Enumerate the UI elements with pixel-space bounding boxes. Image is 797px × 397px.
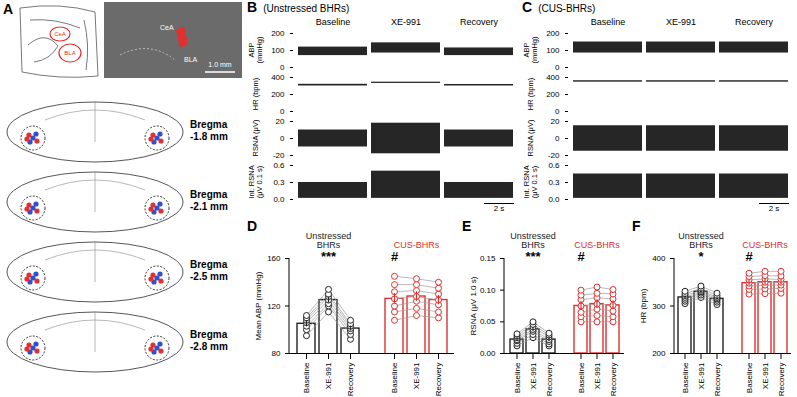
svg-text:Recovery: Recovery [777, 363, 786, 397]
svg-text:A: A [3, 1, 13, 17]
svg-text:120: 120 [267, 302, 281, 311]
svg-text:200: 200 [652, 349, 666, 358]
svg-text:BLA: BLA [184, 56, 198, 63]
svg-text:Baseline: Baseline [681, 362, 690, 393]
svg-text:80: 80 [272, 349, 281, 358]
svg-text:***: *** [525, 249, 541, 264]
svg-text:Bregma-2.1 mm: Bregma-2.1 mm [190, 189, 228, 212]
svg-text:Bregma-2.8 mm: Bregma-2.8 mm [190, 329, 228, 352]
html-text:HR (bpm): HR (bpm) [526, 77, 535, 111]
svg-text:400: 400 [271, 73, 285, 82]
svg-text:0: 0 [280, 134, 285, 143]
svg-text:Recovery: Recovery [545, 363, 554, 397]
svg-text:0: 0 [555, 63, 560, 72]
svg-text:Baseline: Baseline [302, 362, 311, 393]
svg-text:Recovery: Recovery [609, 363, 618, 397]
svg-text:400: 400 [652, 254, 666, 263]
svg-text:Recovery: Recovery [460, 17, 499, 27]
html-text:B (Unstressed BHRs): B (Unstressed BHRs) [247, 0, 350, 15]
svg-text:XE-991: XE-991 [761, 362, 770, 389]
svg-text:UnstressedBHRs: UnstressedBHRs [678, 231, 724, 250]
svg-text:*: * [698, 249, 704, 264]
svg-text:Baseline: Baseline [577, 362, 586, 393]
svg-text:0.0: 0.0 [548, 195, 560, 204]
svg-text:200: 200 [271, 90, 285, 99]
svg-text:Recovery: Recovery [346, 363, 355, 397]
svg-text:Baseline: Baseline [745, 362, 754, 393]
svg-text:***: *** [321, 249, 337, 264]
svg-text:200: 200 [546, 29, 560, 38]
svg-text:CUS-BHRs: CUS-BHRs [742, 240, 788, 250]
html-text:Int. RSNA (μV 0.1 s): Int. RSNA (μV 0.1 s) [522, 165, 539, 199]
svg-text:400: 400 [546, 73, 560, 82]
svg-text:1.0 mm: 1.0 mm [208, 61, 232, 68]
svg-text:XE-991: XE-991 [529, 362, 538, 389]
svg-text:200: 200 [271, 29, 285, 38]
svg-text:100: 100 [546, 46, 560, 55]
svg-text:Baseline: Baseline [591, 17, 626, 27]
svg-text:0: 0 [555, 134, 560, 143]
svg-text:RSNA (μV 1.0 s): RSNA (μV 1.0 s) [469, 276, 478, 335]
svg-text:CeA: CeA [54, 31, 66, 37]
svg-text:0.3: 0.3 [548, 178, 560, 187]
svg-text:Mean ABP (mmHg): Mean ABP (mmHg) [254, 271, 263, 340]
svg-text:XE-991: XE-991 [412, 362, 421, 389]
svg-text:Baseline: Baseline [390, 362, 399, 393]
svg-text:Bregma-1.8 mm: Bregma-1.8 mm [190, 119, 228, 142]
svg-text:CUS-BHRs: CUS-BHRs [574, 240, 620, 250]
svg-text:Baseline: Baseline [513, 362, 522, 393]
html-text:C (CUS-BHRs): C (CUS-BHRs) [522, 0, 596, 15]
html-text:Int. RSNA (μV 0.1 s): Int. RSNA (μV 0.1 s) [247, 165, 264, 199]
svg-text:#: # [391, 249, 399, 264]
svg-text:0: 0 [555, 107, 560, 116]
svg-text:100: 100 [271, 46, 285, 55]
svg-text:300: 300 [652, 302, 666, 311]
svg-text:HR (bpm): HR (bpm) [639, 288, 648, 323]
svg-text:UnstressedBHRs: UnstressedBHRs [306, 231, 352, 250]
html-text:HR (bpm): HR (bpm) [251, 77, 260, 111]
svg-text:UnstressedBHRs: UnstressedBHRs [510, 231, 556, 250]
html-text:2 s: 2 s [768, 204, 780, 213]
svg-text:0: 0 [280, 107, 285, 116]
svg-text:0.6: 0.6 [548, 161, 560, 170]
svg-text:Recovery: Recovery [434, 363, 443, 397]
svg-text:XE-991: XE-991 [593, 362, 602, 389]
html-text:E: E [462, 218, 472, 234]
html-text:RSNA (μV): RSNA (μV) [526, 119, 535, 157]
svg-text:200: 200 [546, 90, 560, 99]
svg-text:Bregma-2.5 mm: Bregma-2.5 mm [190, 259, 228, 282]
html-text:2 s: 2 s [493, 204, 505, 213]
html-text:ABP (mmHg): ABP (mmHg) [247, 36, 264, 64]
svg-text:0.15: 0.15 [480, 254, 496, 263]
svg-text:Recovery: Recovery [713, 363, 722, 397]
svg-text:XE-991: XE-991 [697, 362, 706, 389]
svg-text:BLA: BLA [64, 50, 75, 56]
svg-text:0.0: 0.0 [273, 195, 285, 204]
svg-text:0.3: 0.3 [273, 178, 285, 187]
html-text:D: D [247, 218, 258, 234]
svg-text:#: # [745, 249, 753, 264]
svg-text:CeA: CeA [160, 24, 174, 31]
svg-text:XE-991: XE-991 [391, 17, 421, 27]
svg-text:Recovery: Recovery [735, 17, 774, 27]
svg-text:CUS-BHRs: CUS-BHRs [394, 240, 440, 250]
svg-text:0.05: 0.05 [480, 317, 496, 326]
svg-text:0.6: 0.6 [273, 161, 285, 170]
svg-text:XE-991: XE-991 [666, 17, 696, 27]
svg-text:Baseline: Baseline [316, 17, 351, 27]
html-text:RSNA (μV): RSNA (μV) [251, 119, 260, 157]
svg-text:0: 0 [280, 63, 285, 72]
html-text:ABP (mmHg): ABP (mmHg) [522, 36, 539, 64]
html-text:F: F [632, 218, 641, 234]
svg-text:20: 20 [276, 117, 285, 126]
svg-text:-20: -20 [273, 151, 285, 160]
svg-text:160: 160 [267, 254, 281, 263]
svg-text:20: 20 [551, 117, 560, 126]
svg-text:-20: -20 [548, 151, 560, 160]
svg-text:#: # [577, 249, 585, 264]
svg-text:0.00: 0.00 [480, 349, 496, 358]
svg-text:0.10: 0.10 [480, 286, 496, 295]
svg-text:XE-991: XE-991 [324, 362, 333, 389]
